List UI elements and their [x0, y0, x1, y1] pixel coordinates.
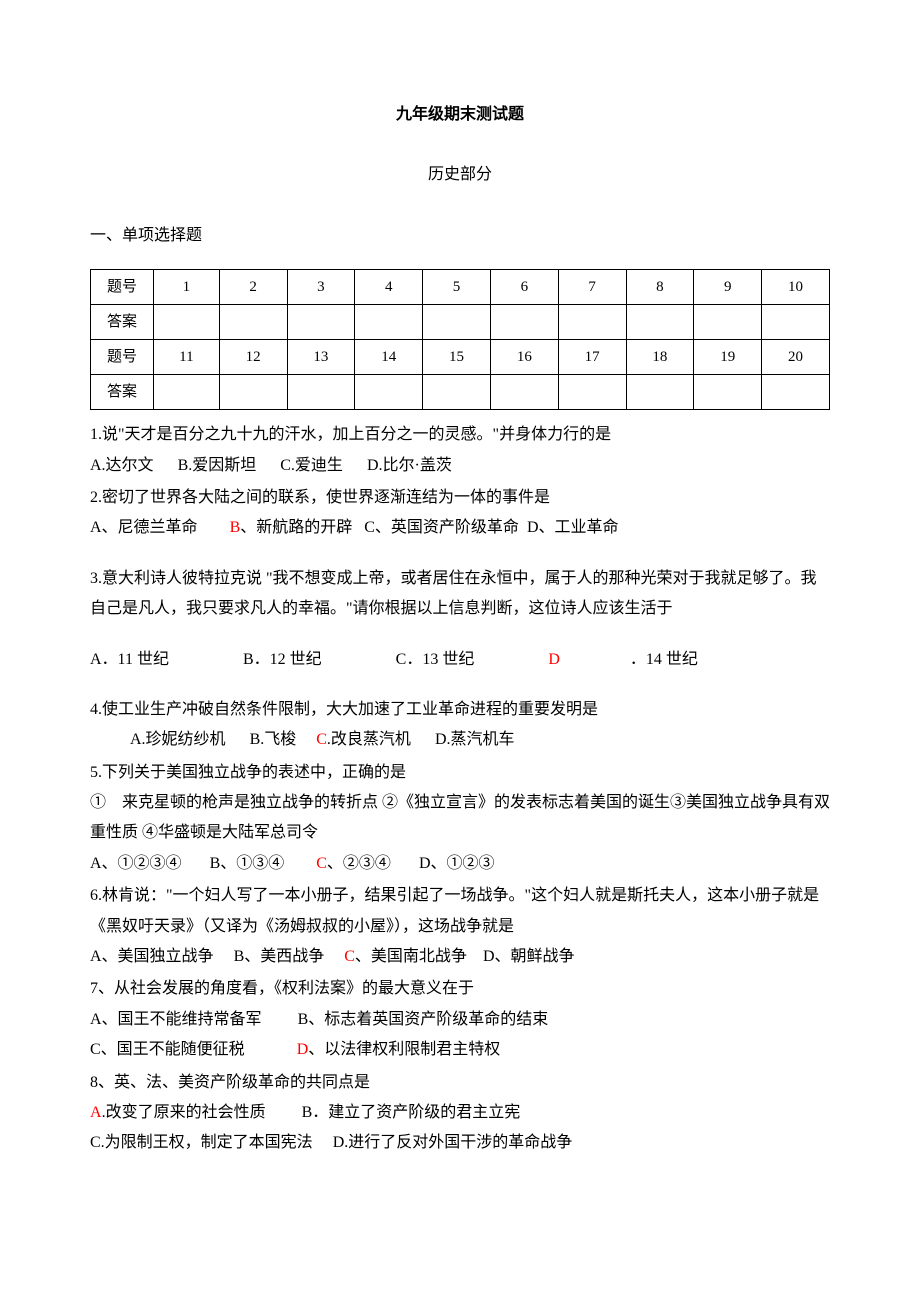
- choice-c: C.为限制王权，制定了本国宪法: [90, 1134, 313, 1151]
- choice-b: B．建立了资产阶级的君主立宪: [302, 1104, 521, 1121]
- cell: 20: [762, 340, 830, 375]
- q1-choices: A.达尔文 B.爱因斯坦 C.爱迪生 D.比尔·盖茨: [90, 451, 830, 481]
- cell: 14: [355, 340, 423, 375]
- cell: 18: [626, 340, 694, 375]
- cell: 11: [154, 340, 220, 375]
- cell: 4: [355, 270, 423, 305]
- table-row: 答案: [91, 375, 830, 410]
- question-6: 6.林肯说："一个妇人写了一本小册子，结果引起了一场战争。"这个妇人就是斯托夫人…: [90, 881, 830, 972]
- cell: 2: [219, 270, 287, 305]
- choice-d-prefix: D: [548, 645, 560, 675]
- label-question: 题号: [91, 340, 154, 375]
- q7-row1: A、国王不能维持常备军 B、标志着英国资产阶级革命的结束: [90, 1005, 830, 1035]
- label-answer: 答案: [91, 305, 154, 340]
- q6-text: 6.林肯说："一个妇人写了一本小册子，结果引起了一场战争。"这个妇人就是斯托夫人…: [90, 881, 830, 942]
- choice-a: A、美国独立战争: [90, 948, 214, 965]
- q2-text: 2.密切了世界各大陆之间的联系，使世界逐渐连结为一体的事件是: [90, 483, 830, 513]
- cell: 1: [154, 270, 220, 305]
- choice-b: B、美西战争: [234, 948, 325, 965]
- q8-row1: A.改变了原来的社会性质 B．建立了资产阶级的君主立宪: [90, 1098, 830, 1128]
- choice-c-prefix: C: [316, 731, 327, 748]
- cell: 7: [558, 270, 626, 305]
- question-4: 4.使工业生产冲破自然条件限制，大大加速了工业革命进程的重要发明是 A.珍妮纺纱…: [90, 695, 830, 756]
- choice-b: B、标志着英国资产阶级革命的结束: [298, 1011, 549, 1028]
- choice-d: D.蒸汽机车: [435, 731, 515, 748]
- choice-a: A、尼德兰革命: [90, 519, 198, 536]
- table-row: 题号 11 12 13 14 15 16 17 18 19 20: [91, 340, 830, 375]
- q5-choices: A、①②③④ B、①③④ C、②③④ D、①②③: [90, 849, 830, 879]
- q5-text: 5.下列关于美国独立战争的表述中，正确的是: [90, 758, 830, 788]
- cell: 5: [423, 270, 491, 305]
- choice-d-prefix: D: [297, 1041, 309, 1058]
- q6-choices: A、美国独立战争 B、美西战争 C、美国南北战争 D、朝鲜战争: [90, 942, 830, 972]
- choice-d: D、①②③: [419, 855, 495, 872]
- q3-choices: A．11 世纪 B．12 世纪 C．13 世纪 D ．14 世纪: [90, 645, 830, 675]
- q4-choices: A.珍妮纺纱机 B.飞梭 C.改良蒸汽机 D.蒸汽机车: [90, 725, 830, 755]
- choice-c: C、国王不能随便征税: [90, 1041, 245, 1058]
- choice-b-prefix: B: [230, 519, 241, 536]
- choice-b: B.飞梭: [250, 731, 297, 748]
- cell: 9: [694, 270, 762, 305]
- cell: 15: [423, 340, 491, 375]
- choice-b: B.爱因斯坦: [178, 457, 257, 474]
- choice-c-tail: 、美国南北战争: [355, 948, 467, 965]
- cell: 19: [694, 340, 762, 375]
- question-8: 8、英、法、美资产阶级革命的共同点是 A.改变了原来的社会性质 B．建立了资产阶…: [90, 1068, 830, 1159]
- cell: [154, 305, 220, 340]
- q4-text: 4.使工业生产冲破自然条件限制，大大加速了工业革命进程的重要发明是: [90, 695, 830, 725]
- label-answer: 答案: [91, 375, 154, 410]
- q7-row2: C、国王不能随便征税 D、以法律权利限制君主特权: [90, 1035, 830, 1065]
- cell: 10: [762, 270, 830, 305]
- choice-c: C、英国资产阶级革命: [364, 519, 519, 536]
- choice-a: A.达尔文: [90, 457, 154, 474]
- choice-d-tail: 、以法律权利限制君主特权: [308, 1041, 500, 1058]
- q2-choices: A、尼德兰革命 B、新航路的开辟 C、英国资产阶级革命 D、工业革命: [90, 513, 830, 543]
- exam-subtitle: 历史部分: [90, 160, 830, 190]
- cell: 16: [490, 340, 558, 375]
- q7-text: 7、从社会发展的角度看，《权利法案》的最大意义在于: [90, 974, 830, 1004]
- choice-a: A、①②③④: [90, 855, 182, 872]
- choice-b: B．12 世纪: [243, 645, 322, 675]
- choice-c-tail: .改良蒸汽机: [327, 731, 411, 748]
- choice-a-tail: .改变了原来的社会性质: [102, 1104, 266, 1121]
- q3-text: 3.意大利诗人彼特拉克说 "我不想变成上帝，或者居住在永恒中，属于人的那种光荣对…: [90, 564, 830, 625]
- choice-d: D、工业革命: [527, 519, 619, 536]
- q1-text: 1.说"天才是百分之九十九的汗水，加上百分之一的灵感。"并身体力行的是: [90, 420, 830, 450]
- q8-row2: C.为限制王权，制定了本国宪法 D.进行了反对外国干涉的革命战争: [90, 1128, 830, 1158]
- question-1: 1.说"天才是百分之九十九的汗水，加上百分之一的灵感。"并身体力行的是 A.达尔…: [90, 420, 830, 481]
- table-row: 答案: [91, 305, 830, 340]
- cell: 8: [626, 270, 694, 305]
- cell: 17: [558, 340, 626, 375]
- choice-b: B、①③④: [210, 855, 285, 872]
- question-5: 5.下列关于美国独立战争的表述中，正确的是 ① 来克星顿的枪声是独立战争的转折点…: [90, 758, 830, 880]
- choice-c: C.爱迪生: [280, 457, 343, 474]
- choice-a: A．11 世纪: [90, 645, 169, 675]
- choice-d: D.进行了反对外国干涉的革命战争: [333, 1134, 573, 1151]
- choice-a-prefix: A: [90, 1104, 102, 1121]
- choice-c-prefix: C: [316, 855, 327, 872]
- question-3: 3.意大利诗人彼特拉克说 "我不想变成上帝，或者居住在永恒中，属于人的那种光荣对…: [90, 564, 830, 625]
- choice-c: C．13 世纪: [396, 645, 475, 675]
- choice-d: D.比尔·盖茨: [367, 457, 452, 474]
- choice-d: D、朝鲜战争: [483, 948, 575, 965]
- cell: 6: [490, 270, 558, 305]
- answer-table: 题号 1 2 3 4 5 6 7 8 9 10 答案 题号 11 12 13 1…: [90, 269, 830, 410]
- cell: 13: [287, 340, 355, 375]
- cell: 12: [219, 340, 287, 375]
- cell: 3: [287, 270, 355, 305]
- section-1-heading: 一、单项选择题: [90, 221, 830, 251]
- choice-c-prefix: C: [344, 948, 355, 965]
- choice-b-tail: 、新航路的开辟: [240, 519, 352, 536]
- choice-a: A、国王不能维持常备军: [90, 1011, 262, 1028]
- table-row: 题号 1 2 3 4 5 6 7 8 9 10: [91, 270, 830, 305]
- choice-d-tail: ．14 世纪: [630, 645, 698, 675]
- q5-statements: ① 来克星顿的枪声是独立战争的转折点 ②《独立宣言》的发表标志着美国的诞生③美国…: [90, 788, 830, 849]
- question-2: 2.密切了世界各大陆之间的联系，使世界逐渐连结为一体的事件是 A、尼德兰革命 B…: [90, 483, 830, 544]
- choice-a: A.珍妮纺纱机: [130, 731, 226, 748]
- question-7: 7、从社会发展的角度看，《权利法案》的最大意义在于 A、国王不能维持常备军 B、…: [90, 974, 830, 1065]
- label-question: 题号: [91, 270, 154, 305]
- choice-c-tail: 、②③④: [327, 855, 391, 872]
- exam-title: 九年级期末测试题: [90, 100, 830, 130]
- q8-text: 8、英、法、美资产阶级革命的共同点是: [90, 1068, 830, 1098]
